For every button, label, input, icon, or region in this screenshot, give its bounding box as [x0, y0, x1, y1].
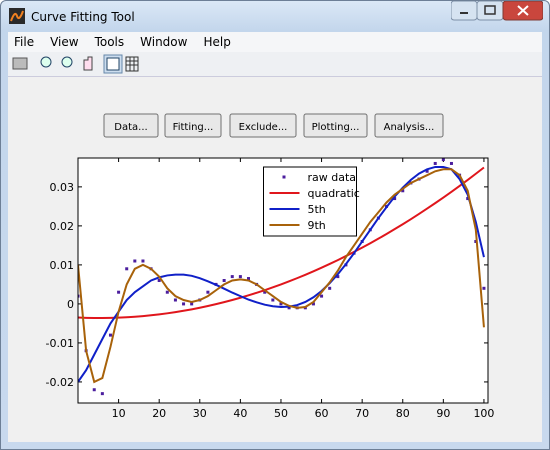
data-point	[441, 158, 445, 162]
data-point	[328, 286, 332, 290]
zoom-in-icon[interactable]	[40, 56, 52, 68]
fit-line	[78, 165, 485, 383]
legend-marker	[282, 175, 286, 179]
data-point	[78, 294, 80, 298]
button-label: Analysis...	[384, 122, 435, 133]
toolbar	[8, 52, 542, 77]
data-point	[433, 161, 437, 165]
data-point	[133, 259, 137, 263]
legend-label: quadratic	[308, 187, 360, 200]
menu-item[interactable]: File	[14, 35, 35, 49]
y-tick-label: 0.02	[50, 220, 75, 233]
button-face	[374, 113, 444, 138]
close-icon	[517, 5, 529, 16]
legend-label: raw data	[308, 171, 357, 184]
app-icon	[9, 8, 25, 24]
data-point	[482, 286, 486, 290]
pan-icon[interactable]	[83, 56, 93, 71]
button-label: Exclude...	[239, 122, 288, 133]
y-tick-label: -0.02	[46, 376, 74, 389]
data-point	[230, 275, 234, 279]
y-tick-label: -0.01	[46, 337, 74, 350]
data-point	[311, 302, 315, 306]
x-tick-label: 100	[473, 407, 494, 420]
series-layer	[78, 158, 486, 396]
data-point	[117, 290, 121, 294]
button[interactable]: Plotting...	[303, 113, 368, 138]
x-tick-label: 80	[396, 407, 410, 420]
x-tick-label: 60	[315, 407, 329, 420]
data-point	[449, 161, 453, 165]
button-label: Plotting...	[312, 122, 360, 133]
data-point	[425, 169, 429, 173]
data-point	[238, 275, 242, 279]
data-point	[157, 279, 161, 282]
menu-item[interactable]: View	[50, 35, 79, 49]
data-point	[279, 302, 283, 306]
fit-line	[78, 168, 485, 384]
legend-label: 5th	[308, 203, 326, 216]
button[interactable]: Exclude...	[229, 113, 297, 138]
data-point	[246, 277, 250, 281]
y-tick-label: 0	[67, 298, 74, 311]
data-point	[401, 189, 405, 193]
data-point	[108, 333, 112, 337]
menu-item[interactable]: Help	[203, 35, 231, 49]
minimize-icon	[460, 12, 468, 14]
data-point	[100, 392, 104, 396]
window-controls[interactable]	[451, 1, 543, 23]
maximize-icon	[484, 5, 496, 15]
button[interactable]: Analysis...	[374, 113, 444, 138]
data-point	[222, 279, 226, 282]
x-tick-label: 90	[436, 407, 450, 420]
x-tick-label: 30	[193, 407, 207, 420]
button[interactable]: Fitting...	[164, 113, 222, 138]
button-label: Data...	[114, 122, 147, 133]
data-point	[92, 388, 96, 392]
data-point	[165, 290, 169, 294]
axes-box	[77, 157, 489, 404]
button[interactable]: Data...	[103, 113, 159, 138]
x-tick-label: 10	[112, 407, 126, 420]
button-face	[103, 113, 159, 138]
x-tick-label: 50	[274, 407, 288, 420]
fit-line	[78, 166, 485, 320]
print-icon[interactable]	[12, 57, 28, 70]
button-label: Fitting...	[173, 122, 214, 133]
menu-bar: File View Tools Window Help	[8, 32, 542, 52]
data-point	[466, 197, 470, 201]
legend-label: 9th	[308, 219, 326, 232]
data-point	[190, 302, 194, 306]
menu-item[interactable]: Tools	[94, 35, 125, 49]
button-face	[164, 113, 222, 138]
data-point	[320, 294, 324, 298]
data-point	[336, 275, 340, 279]
data-point	[287, 306, 291, 310]
data-point	[393, 197, 397, 201]
button-face	[229, 113, 297, 138]
zoom-out-icon[interactable]	[61, 56, 73, 68]
button-face	[303, 113, 368, 138]
legend-icon	[106, 57, 120, 71]
data-point	[182, 302, 186, 306]
toolbar-icons	[12, 54, 139, 74]
x-tick-label: 40	[233, 407, 247, 420]
menu-item[interactable]: Window	[140, 35, 188, 49]
data-point	[271, 298, 275, 302]
window-title: Curve Fitting Tool	[31, 10, 135, 24]
y-tick-label: 0.03	[50, 181, 75, 194]
data-point	[125, 267, 129, 271]
x-tick-label: 20	[152, 407, 166, 420]
data-point	[141, 259, 145, 263]
grid-icon[interactable]	[125, 56, 139, 72]
data-point	[206, 290, 210, 294]
data-point	[173, 298, 177, 302]
data-point	[263, 290, 267, 294]
x-tick-label: 70	[355, 407, 369, 420]
y-tick-label: 0.01	[50, 259, 75, 272]
